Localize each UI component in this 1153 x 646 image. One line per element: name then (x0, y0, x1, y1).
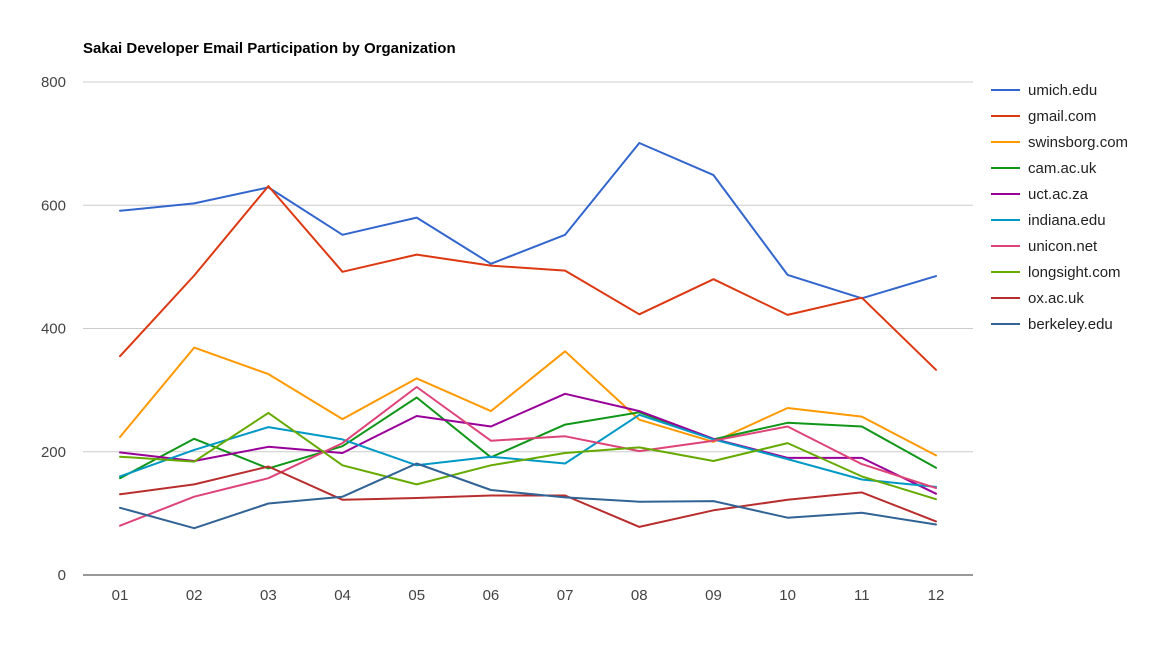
x-tick-label: 04 (334, 587, 351, 604)
legend-item[interactable]: gmail.com (991, 108, 1096, 125)
legend-label: ox.ac.uk (1028, 290, 1084, 307)
y-tick-label: 400 (41, 321, 66, 338)
series-line-berkeley-edu (119, 462, 937, 530)
x-tick-label: 09 (705, 587, 722, 604)
series-line-umich-edu (119, 142, 937, 300)
legend-label: indiana.edu (1028, 212, 1106, 229)
legend-label: uct.ac.za (1028, 186, 1089, 203)
gridlines (83, 81, 973, 576)
legend-label: longsight.com (1028, 264, 1121, 281)
series-line-uct-ac-za (119, 392, 937, 495)
x-tick-label: 11 (854, 587, 870, 604)
series-line-swinsborg-com (119, 346, 937, 457)
x-tick-label: 03 (260, 587, 277, 604)
x-tick-label: 06 (483, 587, 500, 604)
legend-label: umich.edu (1028, 82, 1097, 99)
y-tick-label: 600 (41, 197, 66, 214)
series-lines (119, 142, 937, 530)
legend-label: unicon.net (1028, 238, 1098, 255)
x-tick-label: 02 (186, 587, 203, 604)
legend-label: cam.ac.uk (1028, 160, 1097, 177)
legend-label: swinsborg.com (1028, 134, 1128, 151)
y-tick-label: 0 (58, 567, 66, 584)
y-tick-label: 800 (41, 74, 66, 91)
legend-item[interactable]: indiana.edu (991, 212, 1106, 229)
legend-item[interactable]: umich.edu (991, 82, 1097, 99)
series-line-ox-ac-uk (119, 465, 937, 528)
legend-item[interactable]: uct.ac.za (991, 186, 1089, 203)
x-tick-label: 01 (112, 587, 129, 604)
y-axis-ticks: 0 200 400 600 800 (41, 74, 66, 584)
series-line-unicon-net (119, 386, 937, 527)
chart-title: Sakai Developer Email Participation by O… (83, 40, 456, 57)
series-line-cam-ac-uk (119, 396, 937, 480)
legend-item[interactable]: swinsborg.com (991, 134, 1128, 151)
legend-label: gmail.com (1028, 108, 1096, 125)
x-axis-ticks: 01 02 03 04 05 06 07 08 09 10 11 12 (112, 587, 945, 604)
series-line-longsight-com (119, 411, 937, 501)
x-tick-label: 07 (557, 587, 574, 604)
legend-item[interactable]: longsight.com (991, 264, 1121, 281)
legend-label: berkeley.edu (1028, 316, 1113, 333)
x-tick-label: 08 (631, 587, 648, 604)
legend-item[interactable]: unicon.net (991, 238, 1098, 255)
x-tick-label: 12 (928, 587, 945, 604)
x-tick-label: 05 (408, 587, 425, 604)
legend-item[interactable]: ox.ac.uk (991, 290, 1084, 307)
x-tick-label: 10 (779, 587, 796, 604)
legend: umich.edu gmail.com swinsborg.com cam.ac.uk… (991, 82, 1128, 333)
series-line-gmail-com (119, 185, 937, 371)
y-tick-label: 200 (41, 444, 66, 461)
legend-item[interactable]: cam.ac.uk (991, 160, 1097, 177)
legend-item[interactable]: berkeley.edu (991, 316, 1113, 333)
